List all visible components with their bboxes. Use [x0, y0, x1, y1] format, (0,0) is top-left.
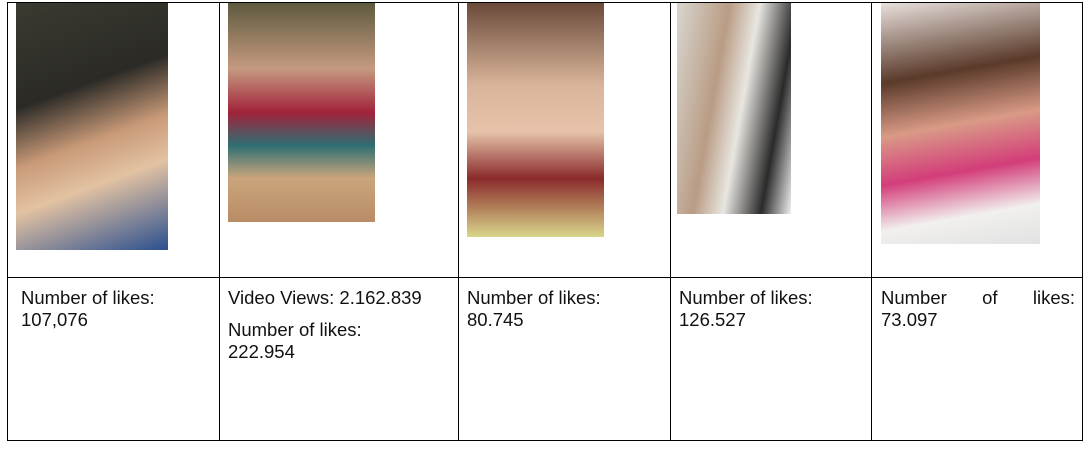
cell: Number of likes: 126.527 — [679, 287, 829, 341]
photo — [881, 3, 1040, 244]
cell-text: Video Views: 2.162.839 — [228, 287, 422, 308]
border — [1082, 2, 1083, 441]
border — [7, 2, 1083, 3]
cell-text: Number of likes: 126.527 — [679, 287, 813, 330]
photo — [677, 3, 791, 214]
border — [670, 2, 671, 441]
border — [7, 2, 8, 441]
photo — [467, 3, 604, 237]
cell: Number of likes: 107,076 — [21, 287, 211, 341]
border — [7, 440, 1083, 441]
cell-text: Number of likes: 107,076 — [21, 287, 155, 330]
photo — [228, 3, 375, 222]
cell-text: Number of likes: 73.097 — [881, 287, 1075, 330]
border — [871, 2, 872, 441]
photo — [16, 3, 168, 250]
cell: Number of likes: 80.745 — [467, 287, 617, 341]
cell-text: Number of likes: 80.745 — [467, 287, 601, 330]
cell-text: Number of likes: 222.954 — [228, 319, 362, 362]
border — [7, 277, 1083, 278]
border — [458, 2, 459, 441]
cell: Number of likes: 73.097 — [881, 287, 1075, 341]
border — [219, 2, 220, 441]
cell: Video Views: 2.162.839 Number of likes: … — [228, 287, 428, 373]
